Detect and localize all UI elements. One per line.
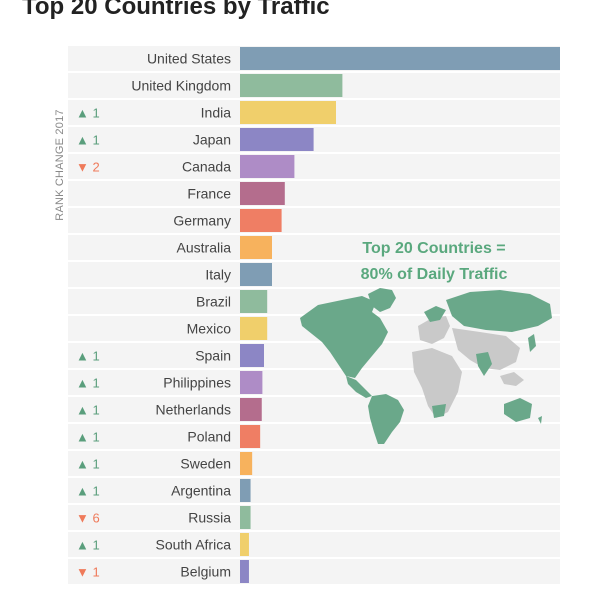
bar [240,533,249,556]
country-label: United Kingdom [131,78,231,94]
row-background [68,559,560,584]
bar [240,398,262,421]
rank-change-label: ▼ 2 [76,160,100,175]
country-label: Canada [182,159,231,175]
world-map-icon [300,288,552,444]
india-shape [476,352,492,376]
row-background [68,235,560,260]
bar [240,209,282,232]
bar [240,290,268,313]
central-america-shape [346,376,372,398]
bar [240,47,560,70]
row-background [68,127,560,152]
country-label: Belgium [180,564,231,580]
bar [240,506,251,529]
rank-change-label: ▲ 1 [76,457,100,472]
rank-change-label: ▼ 6 [76,511,100,526]
bar [240,155,295,178]
row-background [68,181,560,206]
australia-shape [504,398,532,422]
russia-shape [446,290,552,332]
bar [240,560,249,583]
country-label: Philippines [163,375,231,391]
bar [240,236,272,259]
bar [240,128,314,151]
country-label: India [201,105,232,121]
annotation-line-1: Top 20 Countries = [362,240,505,257]
country-label: Russia [188,510,231,526]
country-label: Germany [173,213,231,229]
row-background [68,505,560,530]
country-label: South Africa [156,537,232,553]
rank-change-label: ▲ 1 [76,484,100,499]
row-background [68,208,560,233]
africa-grey-shape [412,348,462,418]
new-zealand-shape [538,416,542,424]
rank-change-label: ▼ 1 [76,565,100,580]
bar [240,101,336,124]
country-label: Argentina [171,483,231,499]
rank-change-labels: ▲ 1 ▲ 1 ▼ 2 ▲ 1 ▲ 1 ▲ 1 ▲ 1 ▲ 1 ▲ 1 ▼ 6 ▲ 1 ▼ 1 [76,106,100,580]
greenland-shape [368,288,396,312]
rank-change-label: ▲ 1 [76,403,100,418]
country-label: Japan [193,132,231,148]
rank-change-label: ▲ 1 [76,430,100,445]
row-background [68,370,560,395]
chart-title: Top 20 Countries by Traffic [22,0,330,20]
row-background [68,532,560,557]
bar [240,317,268,340]
row-background [68,451,560,476]
bar [240,479,251,502]
country-label: Australia [177,240,232,256]
south-america-shape [368,394,404,444]
row-backgrounds [68,46,560,584]
south-africa-shape [432,404,446,418]
row-background [68,478,560,503]
bar [240,425,261,448]
annotation-line-2: 80% of Daily Traffic [361,266,508,283]
rank-change-label: ▲ 1 [76,349,100,364]
row-background [68,397,560,422]
country-label: Mexico [187,321,232,337]
bar [240,452,253,475]
europe-shape [424,306,446,322]
country-label: Netherlands [156,402,232,418]
country-label: France [187,186,231,202]
bar [240,371,263,394]
country-labels: United States United Kingdom India Japan Can… [131,51,231,580]
row-background [68,262,560,287]
row-background [68,424,560,449]
rank-change-label: ▲ 1 [76,133,100,148]
rank-change-label: ▲ 1 [76,106,100,121]
north-america-shape [300,296,388,378]
bar [240,263,272,286]
country-label: Italy [205,267,231,283]
bar [240,74,343,97]
europe-grey-shape [418,316,450,344]
country-label: Sweden [180,456,231,472]
japan-shape [528,334,536,352]
rank-change-label: ▲ 1 [76,538,100,553]
bar [240,344,264,367]
country-label: Poland [187,429,231,445]
bars [240,47,560,583]
southeast-asia-grey-shape [500,372,524,386]
row-background [68,154,560,179]
country-label: United States [147,51,231,67]
rank-change-label: ▲ 1 [76,376,100,391]
country-label: Brazil [196,294,231,310]
bar [240,182,285,205]
asia-grey-shape [452,328,520,370]
country-label: Spain [195,348,231,364]
